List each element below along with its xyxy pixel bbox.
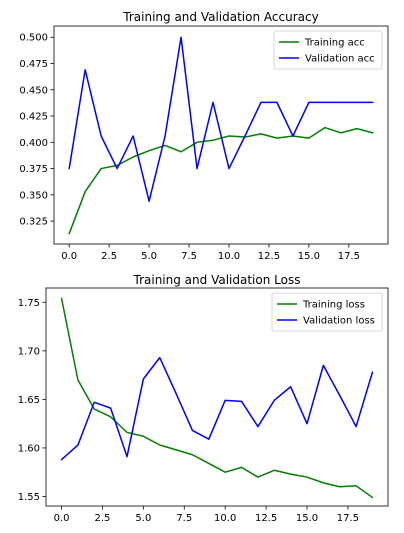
loss-x-tick-label: 15.0 bbox=[296, 513, 318, 524]
accuracy-y-tick-label: 0.350 bbox=[19, 190, 48, 201]
accuracy-legend-box bbox=[273, 30, 383, 70]
accuracy-x-tick-label: 2.5 bbox=[101, 251, 117, 262]
accuracy-y-tick-label: 0.425 bbox=[19, 112, 48, 123]
loss-legend-label: Training loss bbox=[302, 300, 365, 311]
loss-chart-title: Training and Validation Loss bbox=[133, 273, 301, 287]
loss-x-tick-label: 2.5 bbox=[95, 513, 111, 524]
accuracy-series-line-validation-acc bbox=[68, 36, 374, 202]
accuracy-y-tick-label: 0.325 bbox=[19, 217, 48, 228]
loss-x-tick-label: 5.0 bbox=[135, 513, 151, 524]
loss-series-line-validation-loss bbox=[60, 356, 374, 461]
loss-y-tick-label: 1.70 bbox=[18, 346, 40, 357]
loss-series-line-training-loss bbox=[60, 297, 374, 499]
loss-axes-frame bbox=[45, 287, 389, 507]
loss-x-tick-label: 0.0 bbox=[54, 513, 70, 524]
loss-legend-box bbox=[271, 292, 383, 332]
accuracy-chart-title: Training and Validation Accuracy bbox=[122, 10, 318, 24]
loss-x-tick-label: 10.0 bbox=[214, 513, 236, 524]
accuracy-x-tick-label: 0.0 bbox=[61, 251, 77, 262]
accuracy-legend-label: Training acc bbox=[304, 38, 365, 49]
loss-legend: Training loss Validation loss bbox=[271, 292, 383, 332]
accuracy-x-tick-label: 12.5 bbox=[258, 251, 280, 262]
accuracy-x-tick-label: 17.5 bbox=[338, 251, 360, 262]
loss-y-tick-label: 1.75 bbox=[18, 298, 40, 309]
accuracy-y-tick-label: 0.500 bbox=[19, 33, 48, 44]
accuracy-axes-frame bbox=[53, 25, 389, 245]
accuracy-legend: Training acc Validation acc bbox=[273, 30, 383, 70]
accuracy-x-tick-label: 10.0 bbox=[218, 251, 240, 262]
accuracy-y-tick-label: 0.375 bbox=[19, 164, 48, 175]
accuracy-y-tick-label: 0.475 bbox=[19, 59, 48, 70]
loss-x-tick-label: 12.5 bbox=[255, 513, 277, 524]
accuracy-chart: Training and Validation Accuracy 0.0 2.5 5.… bbox=[19, 10, 389, 262]
accuracy-x-tick-label: 15.0 bbox=[298, 251, 320, 262]
loss-y-tick-label: 1.65 bbox=[18, 395, 40, 406]
accuracy-legend-label: Validation acc bbox=[305, 54, 375, 65]
loss-y-tick-label: 1.55 bbox=[18, 492, 40, 503]
loss-chart: Training and Validation Loss 0.0 2.5 5.0 7.5… bbox=[18, 273, 389, 524]
accuracy-x-tick-label: 5.0 bbox=[141, 251, 157, 262]
accuracy-y-tick-label: 0.450 bbox=[19, 85, 48, 96]
loss-x-tick-label: 17.5 bbox=[337, 513, 359, 524]
accuracy-y-tick-label: 0.400 bbox=[19, 138, 48, 149]
loss-x-tick-label: 7.5 bbox=[176, 513, 192, 524]
loss-legend-label: Validation loss bbox=[303, 316, 375, 327]
loss-y-tick-label: 1.60 bbox=[18, 443, 40, 454]
accuracy-x-tick-label: 7.5 bbox=[181, 251, 197, 262]
